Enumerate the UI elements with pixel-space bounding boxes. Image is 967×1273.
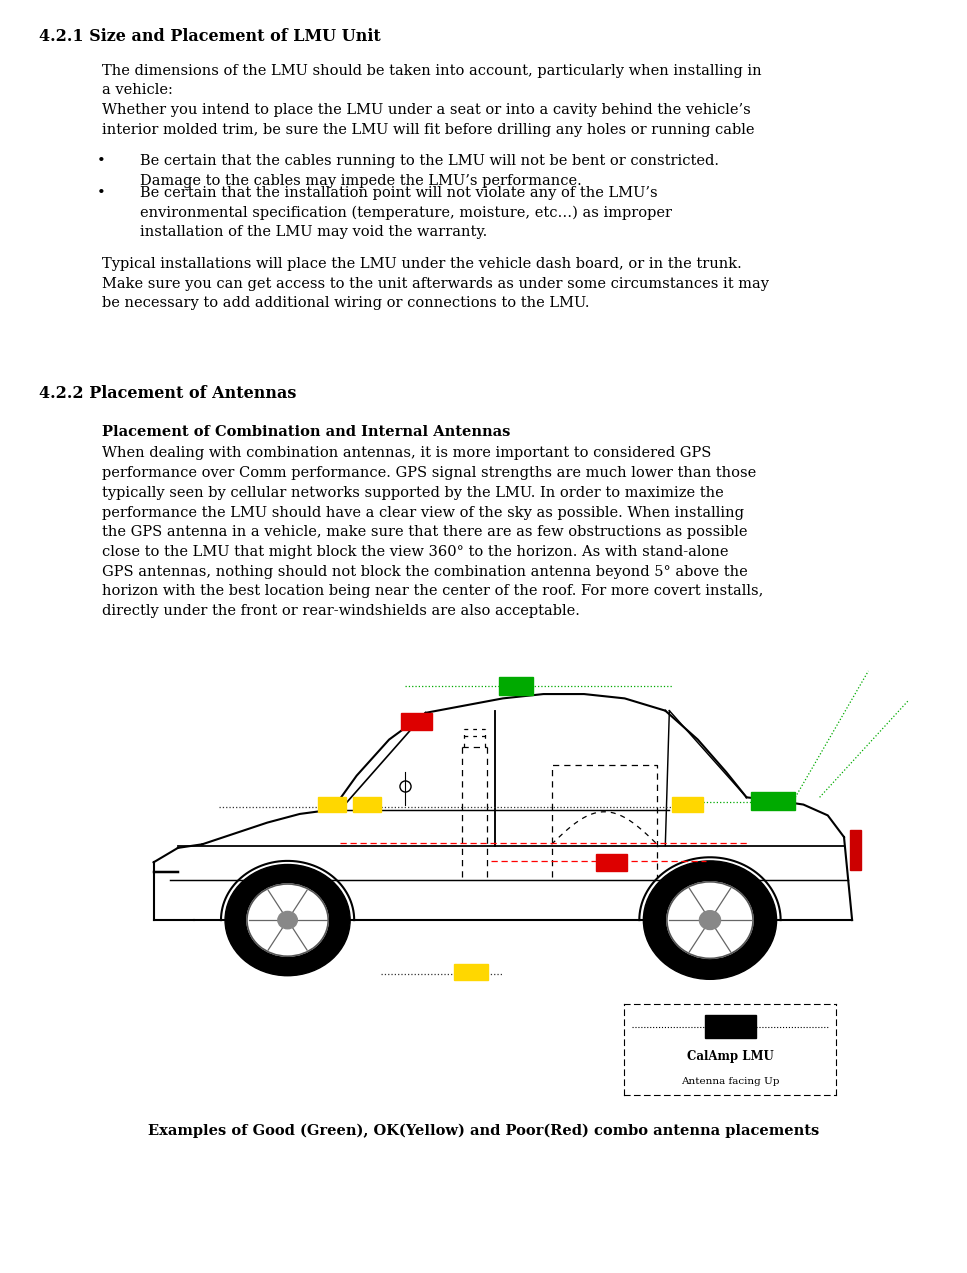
Text: CalAmp LMU: CalAmp LMU: [687, 1050, 774, 1063]
Text: GPS antennas, nothing should not block the combination antenna beyond 5° above t: GPS antennas, nothing should not block t…: [102, 565, 747, 579]
Bar: [454, 964, 488, 980]
Text: 4.2.1 Size and Placement of LMU Unit: 4.2.1 Size and Placement of LMU Unit: [39, 28, 380, 45]
Text: close to the LMU that might block the view 360° to the horizon. As with stand-al: close to the LMU that might block the vi…: [102, 545, 728, 559]
Circle shape: [643, 861, 777, 979]
Bar: [750, 792, 795, 810]
Text: performance over Comm performance. GPS signal strengths are much lower than thos: performance over Comm performance. GPS s…: [102, 466, 756, 480]
Bar: [705, 1016, 755, 1039]
Text: performance the LMU should have a clear view of the sky as possible. When instal: performance the LMU should have a clear …: [102, 505, 744, 519]
Text: installation of the LMU may void the warranty.: installation of the LMU may void the war…: [140, 225, 487, 239]
Text: The dimensions of the LMU should be taken into account, particularly when instal: The dimensions of the LMU should be take…: [102, 64, 761, 78]
Bar: [672, 797, 703, 812]
Text: Typical installations will place the LMU under the vehicle dash board, or in the: Typical installations will place the LMU…: [102, 257, 742, 271]
Circle shape: [225, 864, 350, 975]
Bar: [353, 797, 381, 812]
Circle shape: [278, 911, 297, 929]
Text: Be certain that the cables running to the LMU will not be bent or constricted.: Be certain that the cables running to th…: [140, 154, 719, 168]
Text: •: •: [97, 186, 105, 200]
Text: directly under the front or rear-windshields are also acceptable.: directly under the front or rear-windshi…: [102, 605, 579, 619]
Circle shape: [699, 910, 720, 929]
Text: Placement of Combination and Internal Antennas: Placement of Combination and Internal An…: [102, 425, 510, 439]
Bar: [499, 677, 533, 695]
Text: Make sure you can get access to the unit afterwards as under some circumstances : Make sure you can get access to the unit…: [102, 276, 769, 290]
Text: Be certain that the installation point will not violate any of the LMU’s: Be certain that the installation point w…: [140, 186, 658, 200]
Text: •: •: [97, 154, 105, 168]
Text: 4.2.2 Placement of Antennas: 4.2.2 Placement of Antennas: [39, 386, 296, 402]
Bar: [597, 854, 628, 871]
Bar: [851, 830, 861, 869]
Text: Antenna facing Up: Antenna facing Up: [681, 1077, 779, 1086]
Text: the GPS antenna in a vehicle, make sure that there are as few obstructions as po: the GPS antenna in a vehicle, make sure …: [102, 526, 747, 540]
Text: a vehicle:: a vehicle:: [102, 83, 172, 97]
Text: interior molded trim, be sure the LMU will fit before drilling any holes or runn: interior molded trim, be sure the LMU wi…: [102, 122, 754, 136]
Text: Examples of Good (Green), OK(Yellow) and Poor(Red) combo antenna placements: Examples of Good (Green), OK(Yellow) and…: [148, 1123, 819, 1138]
Circle shape: [247, 883, 328, 956]
Text: Whether you intend to place the LMU under a seat or into a cavity behind the veh: Whether you intend to place the LMU unde…: [102, 103, 750, 117]
Bar: [401, 713, 432, 731]
Circle shape: [667, 882, 753, 959]
Text: When dealing with combination antennas, it is more important to considered GPS: When dealing with combination antennas, …: [102, 447, 711, 461]
Text: be necessary to add additional wiring or connections to the LMU.: be necessary to add additional wiring or…: [102, 297, 589, 311]
Bar: [317, 797, 346, 812]
Text: environmental specification (temperature, moisture, etc…) as improper: environmental specification (temperature…: [140, 205, 672, 220]
Text: Damage to the cables may impede the LMU’s performance.: Damage to the cables may impede the LMU’…: [140, 174, 582, 188]
Text: typically seen by cellular networks supported by the LMU. In order to maximize t: typically seen by cellular networks supp…: [102, 486, 723, 500]
Text: horizon with the best location being near the center of the roof. For more cover: horizon with the best location being nea…: [102, 584, 763, 598]
